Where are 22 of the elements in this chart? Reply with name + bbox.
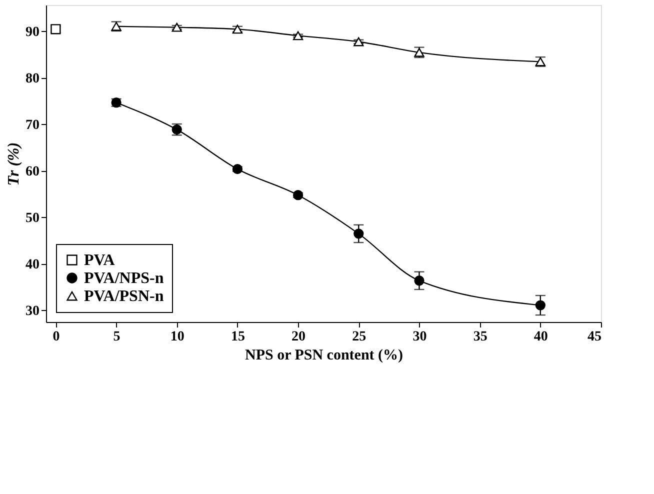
x-tick-label: 10 <box>170 330 184 344</box>
y-tick-label: 70 <box>26 118 40 133</box>
y-tick-label: 60 <box>26 164 40 180</box>
y-tick-label: 80 <box>26 71 40 86</box>
x-tick-label: 15 <box>230 330 245 344</box>
x-tick-label: 0 <box>52 330 60 344</box>
y-tick-label: 90 <box>26 24 40 40</box>
y-axis-title: Tr (%) <box>6 142 22 186</box>
legend-label: PVA/PSN-n <box>84 288 164 305</box>
x-axis-title: NPS or PSN content (%) <box>244 348 404 364</box>
y-tick-label: 30 <box>26 304 40 319</box>
y-tick-label: 50 <box>26 210 40 226</box>
x-tick-label: 5 <box>113 330 120 344</box>
x-tick-label: 40 <box>534 330 548 344</box>
x-tick-label: 25 <box>352 330 366 344</box>
x-tick-label: 30 <box>412 330 427 344</box>
x-tick-label: 35 <box>473 330 488 344</box>
legend-label: PVA <box>84 252 116 269</box>
y-tick-label: 40 <box>26 257 40 272</box>
x-tick-label: 20 <box>292 330 306 344</box>
x-tick-label: 45 <box>588 330 602 344</box>
legend-label: PVA/NPS-n <box>84 270 164 287</box>
